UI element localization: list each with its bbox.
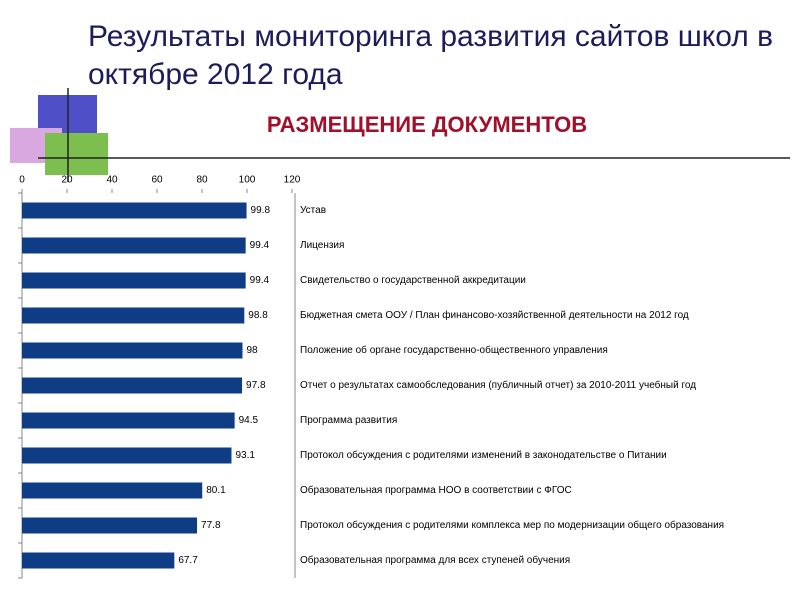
category-label: Протокол обсуждения с родителями изменен… <box>300 449 667 461</box>
category-label: Положение об органе государственно-общес… <box>300 344 608 356</box>
value-label: 93.1 <box>235 450 255 461</box>
bar <box>22 482 203 499</box>
x-tick-label: 40 <box>106 175 118 186</box>
category-label: Устав <box>300 205 326 216</box>
value-label: 99.4 <box>250 240 270 251</box>
value-label: 97.8 <box>246 380 266 391</box>
bar <box>22 342 243 359</box>
decor-square <box>45 133 108 175</box>
category-label: Образовательная программа для всех ступе… <box>300 554 570 566</box>
value-label: 80.1 <box>206 485 226 496</box>
value-label: 99.8 <box>251 205 271 216</box>
bar <box>22 377 243 394</box>
x-tick-label: 120 <box>284 175 301 186</box>
category-label: Свидетельство о государственной аккредит… <box>300 275 526 286</box>
category-label: Протокол обсуждения с родителями комплек… <box>300 519 724 531</box>
category-label: Отчет о результатах самообследования (пу… <box>300 379 696 391</box>
bar <box>22 307 245 324</box>
bar <box>22 202 247 219</box>
bar <box>22 447 232 464</box>
bar <box>22 237 246 254</box>
x-tick-label: 100 <box>239 175 256 186</box>
chart-subtitle: РАЗМЕЩЕНИЕ ДОКУМЕНТОВ <box>267 112 587 137</box>
bar <box>22 552 175 569</box>
value-label: 94.5 <box>239 415 259 426</box>
value-label: 98.8 <box>248 310 268 321</box>
value-label: 77.8 <box>201 520 221 531</box>
category-label: Бюджетная смета ООУ / План финансово-хоз… <box>300 309 689 321</box>
x-tick-label: 60 <box>151 175 163 186</box>
slide-title: Результаты мониторинга развития сайтов ш… <box>88 20 774 91</box>
bar <box>22 412 235 429</box>
category-label: Образовательная программа НОО в соответс… <box>300 484 572 496</box>
x-tick-label: 0 <box>19 175 25 186</box>
category-label: Программа развития <box>300 415 397 426</box>
bar <box>22 517 198 534</box>
value-label: 98 <box>247 345 259 356</box>
value-label: 99.4 <box>250 275 270 286</box>
category-label: Лицензия <box>300 240 344 251</box>
x-tick-label: 80 <box>196 175 208 186</box>
bar <box>22 272 246 289</box>
value-label: 67.7 <box>178 555 198 566</box>
x-tick-label: 20 <box>61 175 73 186</box>
